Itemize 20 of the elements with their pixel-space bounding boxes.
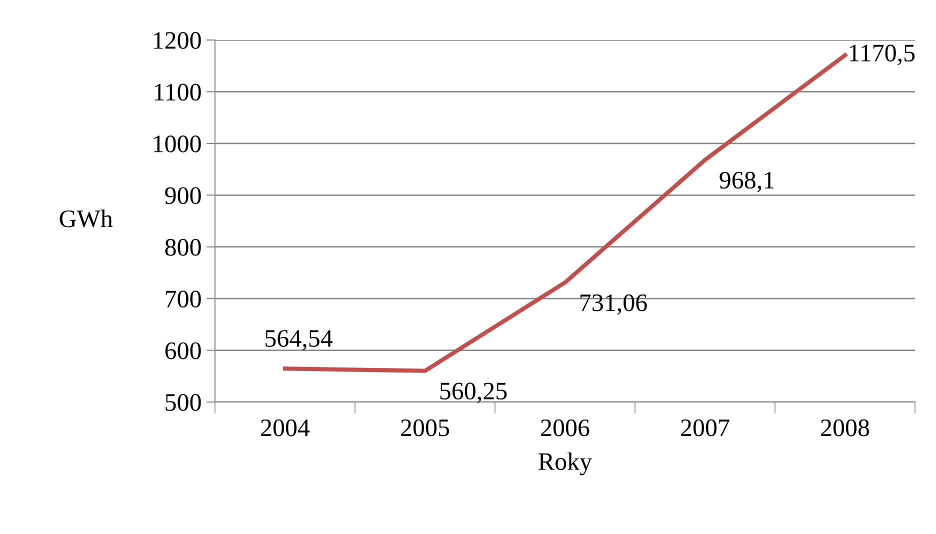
y-tick-label: 500: [166, 394, 201, 411]
x-tick-label: 2004: [261, 419, 310, 436]
data-label: 731,06: [580, 294, 647, 315]
data-label: 1170,5: [850, 44, 915, 66]
data-label: 560,25: [440, 382, 507, 404]
y-tick-label: 700: [166, 290, 201, 308]
y-axis-title: GWh: [60, 210, 113, 228]
y-tick-label: 1100: [154, 84, 201, 101]
x-tick-label: 2007: [681, 419, 730, 436]
x-tick-label: 2008: [821, 419, 870, 436]
y-tick-label: 1200: [154, 32, 201, 49]
x-tick-label: 2005: [401, 419, 450, 436]
x-axis-title: Roky: [538, 452, 592, 476]
y-tick-label: 1000: [154, 135, 201, 152]
data-label: 968,1: [720, 172, 774, 192]
y-tick-label: 900: [165, 187, 201, 204]
data-label: 564,54: [266, 330, 333, 350]
y-tick-label: 800: [165, 238, 201, 256]
y-tick-label: 600: [165, 342, 201, 360]
x-tick-label: 2006: [541, 419, 590, 436]
